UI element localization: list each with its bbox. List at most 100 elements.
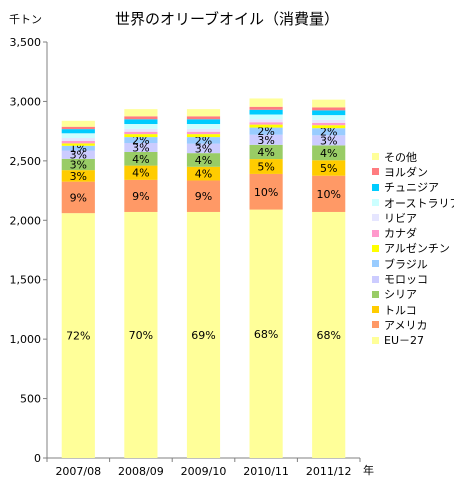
bar-segment — [312, 115, 346, 120]
data-label: 4% — [257, 146, 274, 159]
bar-segment — [186, 116, 221, 120]
data-label: 9% — [195, 190, 212, 203]
legend-item: シリア — [372, 287, 452, 302]
data-label: 9% — [70, 191, 87, 204]
data-label: 2% — [132, 134, 149, 147]
data-label: 10% — [254, 186, 278, 199]
bar-segment — [186, 143, 221, 154]
legend-swatch — [372, 260, 379, 268]
legend-swatch — [372, 244, 379, 252]
data-label: 4% — [132, 167, 149, 180]
bar-segment — [186, 180, 221, 212]
y-tick-label: 2,000 — [10, 214, 42, 227]
bar-segment — [61, 213, 95, 458]
y-tick-label: 1,500 — [10, 274, 42, 287]
bar-segment — [186, 153, 221, 167]
legend-label: ブラジル — [384, 257, 428, 271]
bar-segment — [186, 134, 221, 138]
bar-segment — [312, 110, 346, 116]
bar-segment — [312, 160, 346, 176]
bar-segment — [312, 125, 346, 129]
legend-item: トルコ — [372, 302, 452, 317]
legend-swatch — [372, 229, 379, 237]
legend-label: リビア — [384, 211, 417, 225]
bar-segment — [312, 175, 346, 212]
bar-segment — [249, 114, 283, 120]
data-label: 4% — [195, 154, 212, 167]
data-label: 2% — [195, 134, 212, 147]
chart-title: 世界のオリーブオイル（消費量） — [114, 10, 340, 28]
legend-swatch — [372, 153, 379, 161]
bar-segment — [249, 144, 283, 160]
legend-label: EU－27 — [384, 334, 424, 348]
bar-segment — [249, 109, 283, 115]
legend-swatch — [372, 199, 379, 207]
legend-item: モロッコ — [372, 271, 452, 286]
bar-segment — [312, 135, 346, 146]
x-axis-unit: 年 — [363, 464, 374, 477]
data-label: 3% — [70, 170, 87, 183]
bar-segment — [249, 209, 283, 458]
data-label: 2% — [257, 125, 274, 138]
bar-segment — [61, 150, 95, 159]
data-label: 10% — [316, 188, 340, 201]
bar-segment — [124, 116, 158, 120]
data-label: 3% — [70, 149, 87, 162]
legend-label: トルコ — [384, 303, 417, 317]
bar-segment — [249, 173, 283, 210]
y-tick-label: 500 — [20, 393, 41, 406]
bar-segment — [186, 211, 221, 458]
bar-segment — [249, 106, 283, 110]
legend-item: リビア — [372, 210, 452, 225]
bar-segment — [249, 134, 283, 145]
x-tick-label: 2009/10 — [181, 465, 227, 478]
data-label: 70% — [129, 329, 153, 342]
bar-segment — [186, 124, 221, 129]
bar-segment — [186, 119, 221, 125]
data-label: 3% — [195, 142, 212, 155]
legend-item: アメリカ — [372, 317, 452, 332]
bar-segment — [124, 211, 158, 458]
legend: その他 ヨルダン チュニジア オーストラリア リビア カナダ アルゼンチン ブラジル モロッコシ… — [372, 149, 454, 348]
y-tick-label: 3,000 — [10, 95, 42, 108]
bar-segment — [312, 128, 346, 136]
data-label: 4% — [320, 147, 337, 160]
legend-swatch — [372, 321, 379, 329]
bar-segment — [61, 143, 95, 146]
data-label: 68% — [316, 329, 340, 342]
bar-segment — [124, 124, 158, 129]
data-label: 4% — [195, 168, 212, 181]
bar-segment — [249, 124, 283, 128]
legend-item: カナダ — [372, 225, 452, 240]
bar-segment — [61, 133, 95, 139]
bar-segment — [312, 122, 346, 126]
data-label: 4% — [132, 153, 149, 166]
legend-swatch — [372, 336, 379, 344]
bar-segment — [186, 137, 221, 144]
legend-swatch — [372, 168, 379, 176]
bar-segment — [61, 181, 95, 214]
legend-label: その他 — [384, 150, 417, 164]
bar-segment — [312, 145, 346, 161]
legend-item: ブラジル — [372, 256, 452, 271]
bar-segment — [312, 107, 346, 111]
legend-swatch — [372, 275, 379, 283]
bar-segment — [124, 131, 158, 135]
data-label: 5% — [320, 162, 337, 175]
bar-segment — [249, 159, 283, 174]
legend-label: アメリカ — [384, 318, 428, 332]
legend-label: カナダ — [384, 227, 417, 241]
bar-segment — [186, 109, 221, 117]
data-label: 72% — [66, 330, 90, 343]
legend-label: オーストラリア — [384, 196, 454, 210]
bar-segment — [124, 165, 158, 180]
bar-segment — [124, 134, 158, 138]
bar-segment — [249, 119, 283, 123]
bar-segment — [312, 211, 346, 458]
legend-item: チュニジア — [372, 180, 452, 195]
bar-segment — [61, 126, 95, 130]
data-label: 3% — [132, 141, 149, 154]
legend-swatch — [372, 183, 379, 191]
